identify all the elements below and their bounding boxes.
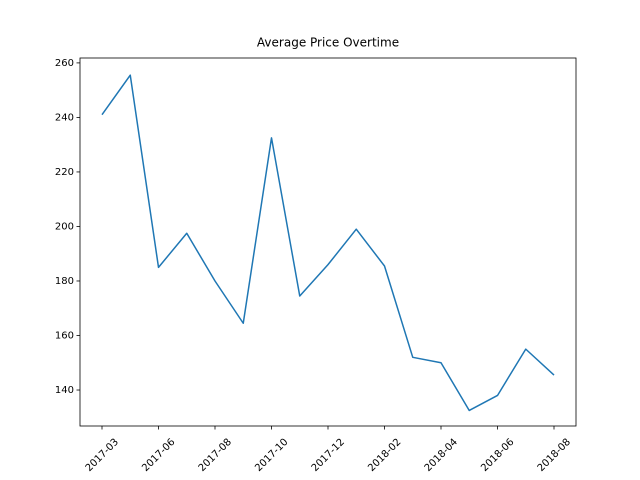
y-tick-label: 160: [55, 330, 74, 341]
y-tick-label: 200: [55, 221, 74, 232]
plot-frame: [79, 57, 577, 427]
y-tick-label: 240: [55, 112, 74, 123]
y-tick-label: 140: [55, 385, 74, 396]
y-tick-label: 220: [55, 167, 74, 178]
chart-title: Average Price Overtime: [257, 36, 399, 50]
y-tick-label: 180: [55, 276, 74, 287]
line-series: [101, 74, 555, 412]
y-tick-label: 260: [55, 58, 74, 69]
